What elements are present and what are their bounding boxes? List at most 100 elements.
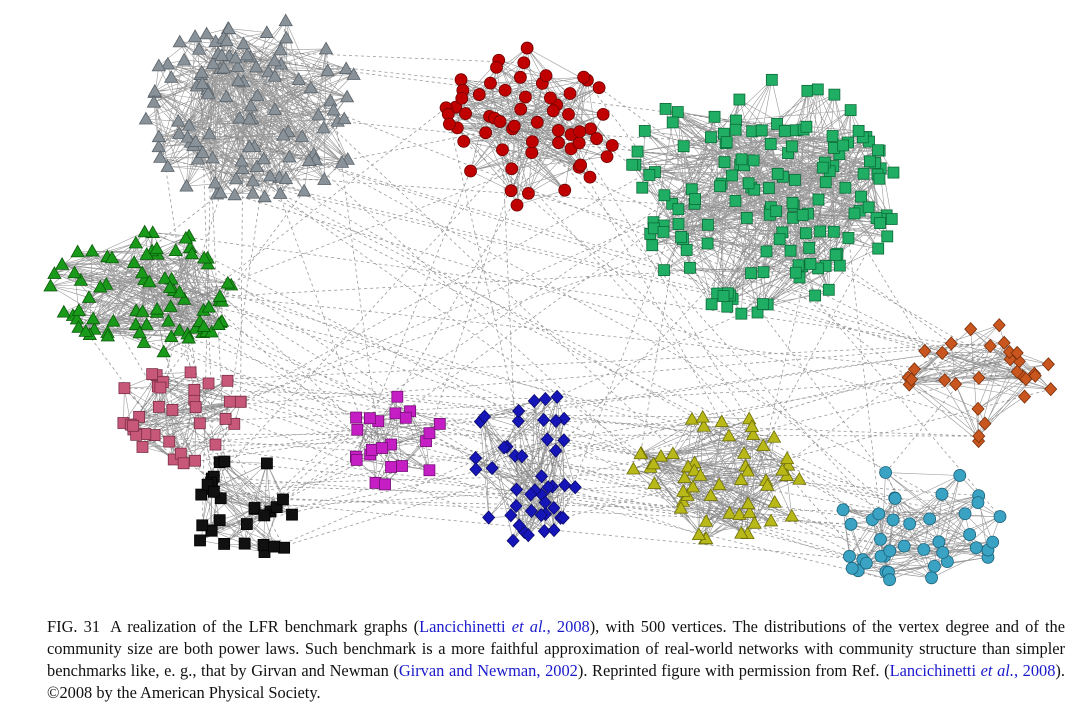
vertex — [184, 246, 200, 260]
vertex — [992, 318, 1006, 333]
vertex — [732, 507, 747, 520]
vertex — [972, 370, 986, 385]
vertex — [771, 168, 784, 180]
vertex — [583, 170, 597, 184]
vertex — [520, 41, 534, 55]
vertex — [742, 505, 757, 519]
vertex — [844, 104, 857, 117]
vertex — [78, 324, 93, 337]
vertex — [577, 70, 591, 84]
vertex — [197, 250, 212, 264]
vertex — [205, 56, 221, 70]
vertex — [151, 58, 166, 72]
vertex — [785, 140, 798, 153]
copyright: ©2008 by the American Physical Society. — [47, 683, 321, 702]
vertex — [84, 243, 100, 257]
vertex — [705, 131, 717, 144]
vertex — [137, 224, 152, 238]
vertex — [515, 449, 529, 464]
vertex — [239, 47, 255, 61]
vertex — [442, 117, 456, 131]
vertex — [775, 462, 790, 476]
vertex — [506, 533, 520, 548]
vertex — [277, 493, 289, 506]
vertex — [219, 33, 234, 47]
vertex — [558, 478, 572, 493]
vertex — [997, 335, 1011, 350]
vertex — [568, 480, 582, 495]
vertex — [478, 409, 492, 424]
vertex — [745, 267, 757, 280]
vertex — [993, 510, 1007, 523]
citation-text[interactable]: et al. — [980, 661, 1014, 680]
vertex — [106, 313, 121, 327]
vertex — [189, 454, 201, 467]
citation-text[interactable]: et al. — [511, 617, 547, 636]
vertex — [267, 68, 282, 82]
citation-text[interactable]: , 2008 — [1013, 661, 1056, 680]
vertex — [666, 116, 679, 129]
vertex — [826, 130, 839, 142]
citation-link[interactable]: Lancichinetti et al., 2008 — [419, 617, 590, 636]
vertex — [736, 446, 752, 459]
vertex — [157, 271, 173, 284]
vertex — [539, 69, 553, 83]
vertex — [812, 193, 825, 206]
vertex — [714, 414, 729, 428]
citation-link[interactable]: Girvan and Newman, 2002 — [398, 661, 578, 680]
vertex — [839, 181, 852, 194]
vertex — [93, 279, 108, 293]
vertex — [171, 126, 187, 139]
vertex — [455, 91, 469, 105]
vertex — [883, 544, 897, 558]
vertex — [550, 389, 564, 404]
vertex — [454, 73, 468, 87]
vertex — [665, 446, 681, 460]
vertex — [366, 444, 378, 456]
vertex — [172, 284, 187, 298]
vertex — [557, 433, 571, 448]
vertex — [213, 514, 226, 527]
vertex — [221, 374, 234, 387]
vertex — [792, 471, 807, 485]
vertex — [646, 456, 661, 470]
vertex — [897, 539, 911, 553]
vertex — [136, 335, 152, 348]
vertex — [543, 91, 557, 105]
vertex — [228, 50, 243, 64]
vertex — [128, 235, 144, 249]
vertex — [563, 87, 577, 100]
vertex — [202, 126, 217, 140]
vertex — [742, 177, 755, 190]
vertex — [547, 523, 561, 538]
vertex — [376, 442, 388, 454]
vertex — [695, 409, 710, 423]
vertex — [385, 461, 397, 473]
vertex — [590, 132, 603, 145]
citation-text[interactable]: , 2008 — [546, 617, 590, 636]
citation-link[interactable]: Lancichinetti et al., 2008 — [890, 661, 1056, 680]
vertex — [708, 110, 721, 123]
vertex — [464, 164, 477, 178]
vertex — [741, 496, 756, 510]
vertex — [195, 488, 208, 501]
network-figure — [43, 13, 1058, 587]
vertex — [511, 413, 525, 429]
vertex — [540, 432, 554, 447]
vertex — [680, 244, 693, 256]
vertex — [883, 573, 896, 587]
citation-text[interactable]: Lancichinetti — [889, 661, 981, 680]
vertex — [318, 41, 334, 55]
vertex — [346, 67, 361, 80]
vertex — [760, 478, 775, 491]
vertex — [705, 298, 718, 311]
vertex — [733, 472, 749, 485]
vertex — [231, 73, 246, 87]
vertex — [497, 440, 511, 455]
vertex — [104, 250, 120, 264]
citation-text[interactable]: Lancichinetti — [419, 617, 512, 636]
vertex — [71, 303, 87, 317]
vertex — [514, 70, 527, 84]
vertex — [490, 60, 503, 74]
vertex — [904, 372, 918, 387]
